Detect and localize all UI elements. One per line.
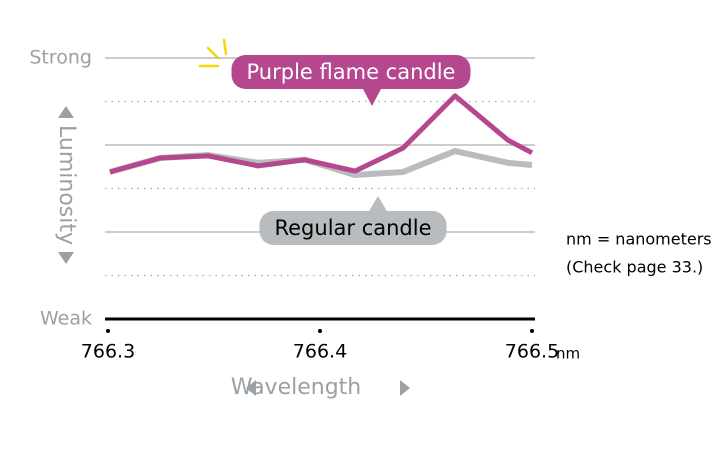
note: nm = nanometers <box>566 230 712 249</box>
callout-tail <box>362 87 382 106</box>
callout-box <box>259 211 447 245</box>
y-tick-label: Strong <box>29 47 92 69</box>
sparkle <box>198 38 228 68</box>
x-tick <box>318 329 322 333</box>
callout-box <box>231 55 471 89</box>
series-callout: Purple flame candle <box>231 55 471 106</box>
x-tick-label: 766.3 <box>81 341 135 363</box>
x-tick-label: 766.5 <box>505 341 559 363</box>
series-line <box>109 93 534 175</box>
x-tick <box>530 329 534 333</box>
x-tick <box>106 329 110 333</box>
y-tick-label: Weak <box>40 308 92 330</box>
x-tick-label: 766.4 <box>293 341 347 363</box>
legend-label: Regular candle <box>274 216 431 240</box>
series-callout: Regular candle <box>259 196 447 245</box>
callout-tail <box>368 196 388 213</box>
note: (Check page 33.) <box>566 258 703 277</box>
legend-label: Purple flame candle <box>247 60 456 84</box>
x-unit: nm <box>556 345 580 363</box>
y-axis-label: Luminosity <box>54 125 79 245</box>
